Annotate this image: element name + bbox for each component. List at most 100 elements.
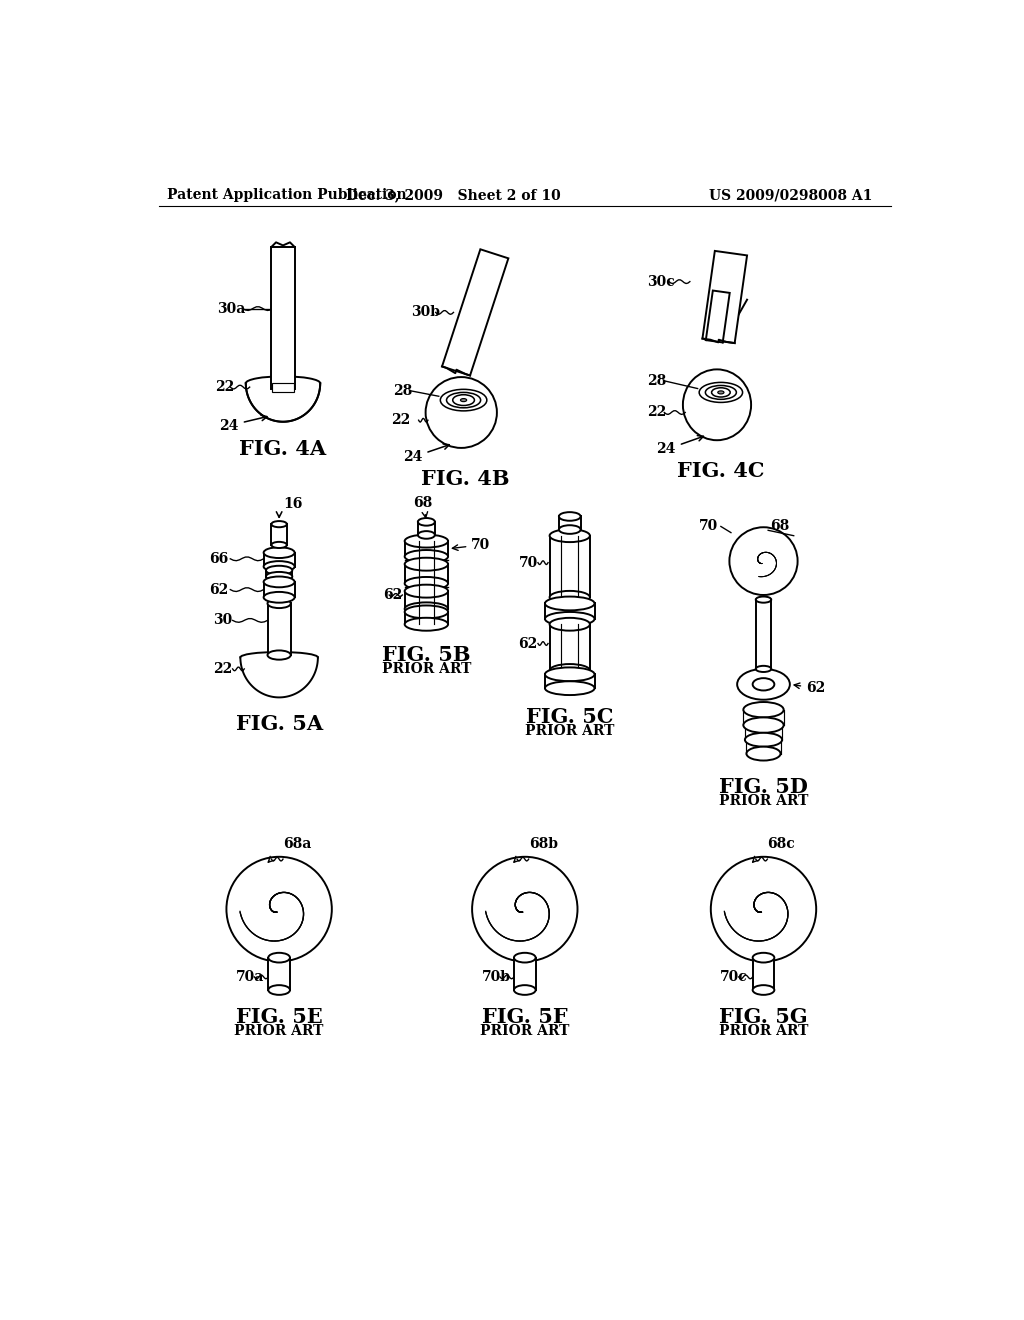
Text: PRIOR ART: PRIOR ART	[719, 1024, 808, 1038]
Ellipse shape	[737, 669, 790, 700]
Circle shape	[729, 527, 798, 595]
Bar	[268, 958, 290, 990]
Text: FIG. 5E: FIG. 5E	[236, 1007, 323, 1027]
Ellipse shape	[266, 566, 292, 576]
Text: 30c: 30c	[647, 275, 675, 289]
Bar	[263, 582, 295, 598]
Ellipse shape	[550, 618, 590, 631]
Ellipse shape	[271, 541, 287, 548]
Bar	[404, 612, 449, 624]
Ellipse shape	[263, 548, 295, 558]
Ellipse shape	[514, 953, 536, 962]
Ellipse shape	[263, 577, 295, 587]
Text: 62: 62	[794, 681, 825, 696]
Ellipse shape	[446, 392, 480, 408]
Ellipse shape	[756, 597, 771, 603]
Bar	[404, 541, 449, 557]
Ellipse shape	[545, 668, 595, 681]
Polygon shape	[706, 290, 730, 342]
Text: 16: 16	[283, 498, 302, 511]
Text: PRIOR ART: PRIOR ART	[719, 793, 808, 808]
Ellipse shape	[559, 512, 581, 521]
Ellipse shape	[404, 602, 449, 615]
Circle shape	[426, 378, 497, 447]
Ellipse shape	[550, 664, 590, 677]
Ellipse shape	[744, 733, 782, 747]
Ellipse shape	[241, 652, 317, 663]
Ellipse shape	[453, 395, 474, 405]
Polygon shape	[241, 657, 317, 697]
Ellipse shape	[545, 681, 595, 696]
Bar	[545, 603, 595, 619]
Bar	[418, 521, 435, 535]
Bar	[550, 624, 590, 671]
Text: FIG. 5A: FIG. 5A	[236, 714, 323, 734]
Text: Dec. 3, 2009   Sheet 2 of 10: Dec. 3, 2009 Sheet 2 of 10	[346, 189, 561, 202]
Text: 70c: 70c	[720, 970, 748, 983]
Text: FIG. 4A: FIG. 4A	[240, 438, 327, 458]
Text: 30a: 30a	[217, 301, 246, 315]
Bar	[514, 958, 536, 990]
Text: 66: 66	[209, 552, 228, 566]
Ellipse shape	[440, 389, 486, 411]
Ellipse shape	[268, 953, 290, 962]
Ellipse shape	[743, 702, 783, 718]
Ellipse shape	[753, 953, 774, 962]
Ellipse shape	[718, 391, 724, 393]
Ellipse shape	[756, 665, 771, 672]
Ellipse shape	[268, 985, 290, 995]
Ellipse shape	[753, 678, 774, 690]
Text: 62: 62	[383, 587, 402, 602]
Bar	[267, 603, 291, 655]
Text: FIG. 5D: FIG. 5D	[719, 776, 808, 797]
Text: Patent Application Publication: Patent Application Publication	[167, 189, 407, 202]
Text: 28: 28	[393, 384, 413, 397]
Ellipse shape	[699, 383, 742, 403]
Ellipse shape	[271, 521, 287, 527]
Ellipse shape	[418, 531, 435, 539]
Ellipse shape	[550, 591, 590, 603]
Text: 68b: 68b	[528, 837, 558, 851]
Text: US 2009/0298008 A1: US 2009/0298008 A1	[710, 189, 872, 202]
Bar	[271, 247, 295, 389]
Ellipse shape	[404, 535, 449, 548]
Text: 70: 70	[453, 539, 490, 552]
Ellipse shape	[545, 612, 595, 626]
Text: 24: 24	[656, 436, 703, 457]
Text: FIG. 5F: FIG. 5F	[482, 1007, 567, 1027]
Circle shape	[472, 857, 578, 961]
Ellipse shape	[706, 385, 736, 400]
Text: PRIOR ART: PRIOR ART	[234, 1024, 324, 1038]
Ellipse shape	[683, 370, 751, 441]
Text: 70a: 70a	[236, 970, 264, 983]
Bar	[753, 958, 774, 990]
Ellipse shape	[743, 718, 783, 733]
Polygon shape	[442, 249, 508, 375]
Text: 68a: 68a	[283, 837, 311, 851]
Text: 30b: 30b	[411, 305, 440, 319]
Text: 22: 22	[215, 380, 234, 395]
Ellipse shape	[404, 606, 449, 618]
Ellipse shape	[404, 585, 449, 598]
Text: 24: 24	[219, 416, 267, 433]
Ellipse shape	[266, 572, 292, 581]
Ellipse shape	[267, 651, 291, 660]
Text: 70: 70	[699, 520, 719, 533]
Polygon shape	[702, 251, 748, 343]
Ellipse shape	[712, 388, 730, 397]
Text: FIG. 5B: FIG. 5B	[382, 645, 471, 665]
Text: 28: 28	[647, 374, 667, 388]
Text: 68: 68	[770, 520, 788, 533]
Text: FIG. 5C: FIG. 5C	[526, 706, 613, 726]
Bar	[271, 524, 287, 545]
Ellipse shape	[461, 399, 467, 401]
Circle shape	[711, 857, 816, 961]
Bar	[404, 591, 449, 609]
Ellipse shape	[404, 618, 449, 631]
Text: FIG. 4C: FIG. 4C	[677, 461, 765, 480]
Bar	[550, 536, 590, 598]
Text: PRIOR ART: PRIOR ART	[382, 661, 471, 676]
Bar	[404, 564, 449, 583]
Bar	[559, 516, 581, 529]
Polygon shape	[246, 383, 321, 421]
